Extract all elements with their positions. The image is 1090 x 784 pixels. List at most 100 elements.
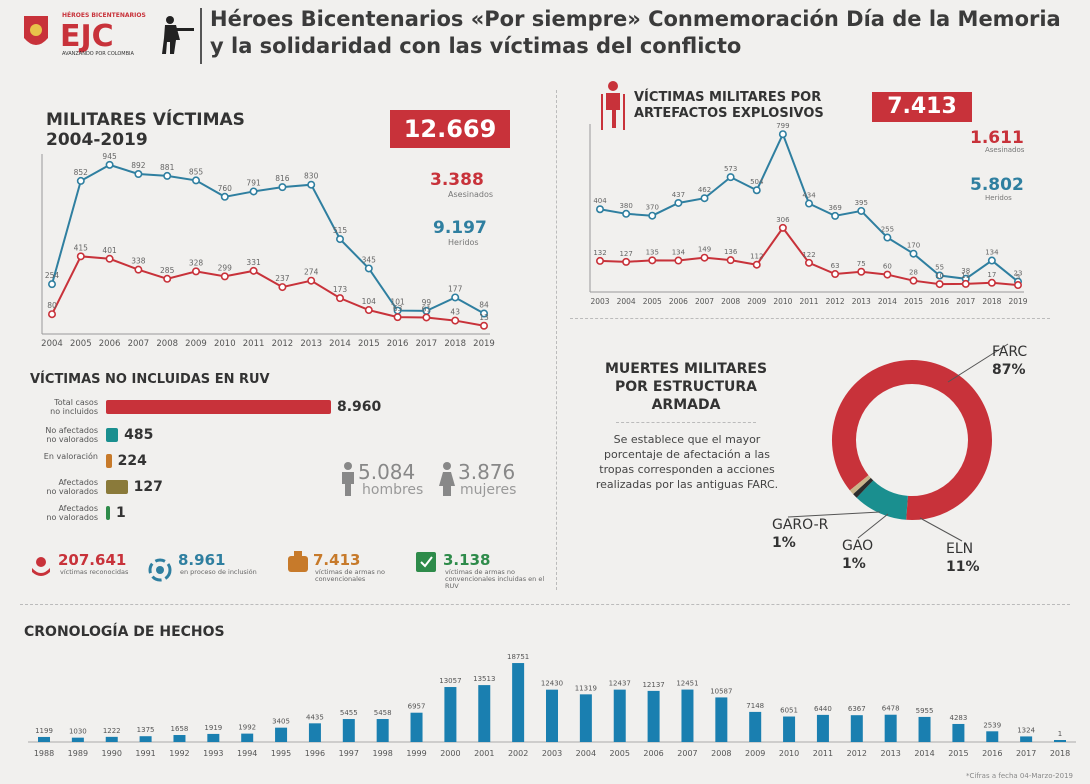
x-tick-label: 2012 <box>826 297 845 306</box>
data-point <box>752 186 761 195</box>
x-tick-label: 2005 <box>70 339 92 349</box>
data-label: 816 <box>275 174 290 183</box>
x-tick-label: 2016 <box>387 339 409 349</box>
data-point <box>596 256 605 265</box>
data-point <box>726 173 735 182</box>
data-label: 404 <box>593 197 607 205</box>
data-point <box>622 209 631 218</box>
x-tick-label: 1990 <box>102 749 122 758</box>
donut-category-label: FARC <box>992 344 1027 360</box>
data-label: 101 <box>390 298 405 307</box>
x-tick-label: 2004 <box>617 297 636 306</box>
data-label: 134 <box>985 249 999 257</box>
data-label: 38 <box>961 267 970 275</box>
data-label: 80 <box>47 301 57 310</box>
bar-value-label: 1199 <box>35 727 53 735</box>
data-label: 415 <box>74 243 89 252</box>
data-point <box>451 316 460 325</box>
ruv-bar <box>106 480 128 494</box>
x-tick-label: 2013 <box>880 749 900 758</box>
donut-slice-farc <box>832 360 992 520</box>
bar <box>816 714 829 742</box>
data-point <box>857 267 866 276</box>
data-label: 881 <box>160 163 175 172</box>
ruv-bar-label: En valoración <box>43 452 98 461</box>
bar <box>1054 740 1066 742</box>
x-tick-label: 2017 <box>416 339 438 349</box>
x-tick-label: 2015 <box>358 339 380 349</box>
data-label: 99 <box>422 298 432 307</box>
ruv-bar-label: Total casos no incluidos <box>50 398 98 416</box>
x-tick-label: 1999 <box>406 749 426 758</box>
bar <box>478 685 491 742</box>
bar <box>105 736 118 742</box>
data-label: 61 <box>422 304 432 313</box>
bar <box>952 723 965 742</box>
data-point <box>47 310 56 319</box>
bar-value-label: 7148 <box>746 702 764 710</box>
explosivos-title-line2: ARTEFACTOS EXPLOSIVOS <box>634 106 824 121</box>
bar <box>579 694 592 742</box>
data-label: 17 <box>987 271 996 279</box>
data-point <box>987 256 996 265</box>
data-point <box>307 180 316 189</box>
bar <box>986 731 999 742</box>
bar-value-label: 10587 <box>710 687 732 695</box>
x-tick-label: 1993 <box>203 749 223 758</box>
bar-value-label: 6051 <box>780 707 798 715</box>
ruv-bar <box>106 454 112 468</box>
data-label: 328 <box>189 258 204 267</box>
data-point <box>364 264 373 273</box>
bar <box>512 663 525 742</box>
x-tick-label: 2016 <box>982 749 1002 758</box>
logo-main-text: EJC <box>60 19 114 54</box>
explosivos-total: 7.413 <box>872 92 972 122</box>
x-tick-label: 1998 <box>372 749 392 758</box>
data-label: 369 <box>828 204 841 212</box>
series-line-asesinados <box>51 255 485 327</box>
stat-armas-text: víctimas de armas no convencionales <box>315 568 385 583</box>
data-label: 799 <box>776 122 789 130</box>
x-tick-label: 2013 <box>300 339 322 349</box>
x-tick-label: 2018 <box>982 297 1001 306</box>
data-point <box>220 192 229 201</box>
muertes-title-line2: POR ESTRUCTURA <box>615 379 757 395</box>
bar <box>783 716 796 742</box>
bar-value-label: 6478 <box>882 705 900 713</box>
data-point <box>192 267 201 276</box>
x-tick-label: 2010 <box>214 339 236 349</box>
data-label: 135 <box>646 248 659 256</box>
x-tick-label: 2017 <box>956 297 975 306</box>
bar <box>207 733 220 742</box>
data-point <box>76 252 85 261</box>
bar-value-label: 13513 <box>473 675 495 683</box>
muertes-title-line3: ARMADA <box>651 397 721 413</box>
bar-value-label: 2539 <box>983 721 1001 729</box>
stat-armas-num: 7.413 <box>313 551 361 569</box>
bar-value-label: 12430 <box>541 680 563 688</box>
x-tick-label: 2002 <box>508 749 528 758</box>
data-label: 136 <box>724 248 738 256</box>
ruv-title: VÍCTIMAS NO INCLUIDAS EN RUV <box>30 372 270 387</box>
data-label: 43 <box>450 308 460 317</box>
data-label: 127 <box>619 250 632 258</box>
data-label: 830 <box>304 172 319 181</box>
logo-sub-text: AVANZANDO POR COLOMBIA <box>62 51 135 57</box>
x-tick-label: 2005 <box>610 749 630 758</box>
data-point <box>883 270 892 279</box>
male-icon <box>340 462 356 500</box>
data-label: 285 <box>160 266 175 275</box>
data-label: 13 <box>479 313 489 322</box>
x-tick-label: 1992 <box>169 749 189 758</box>
data-point <box>909 249 918 258</box>
x-tick-label: 2010 <box>779 749 799 758</box>
bar <box>38 736 50 742</box>
data-point <box>674 256 683 265</box>
x-tick-label: 2007 <box>677 749 697 758</box>
data-point <box>192 176 201 185</box>
bar <box>173 735 186 742</box>
militares-total: 12.669 <box>390 110 510 148</box>
x-tick-label: 2003 <box>590 297 609 306</box>
donut-category-label: GARO-R <box>772 517 829 533</box>
data-label: 5 <box>1016 273 1020 281</box>
